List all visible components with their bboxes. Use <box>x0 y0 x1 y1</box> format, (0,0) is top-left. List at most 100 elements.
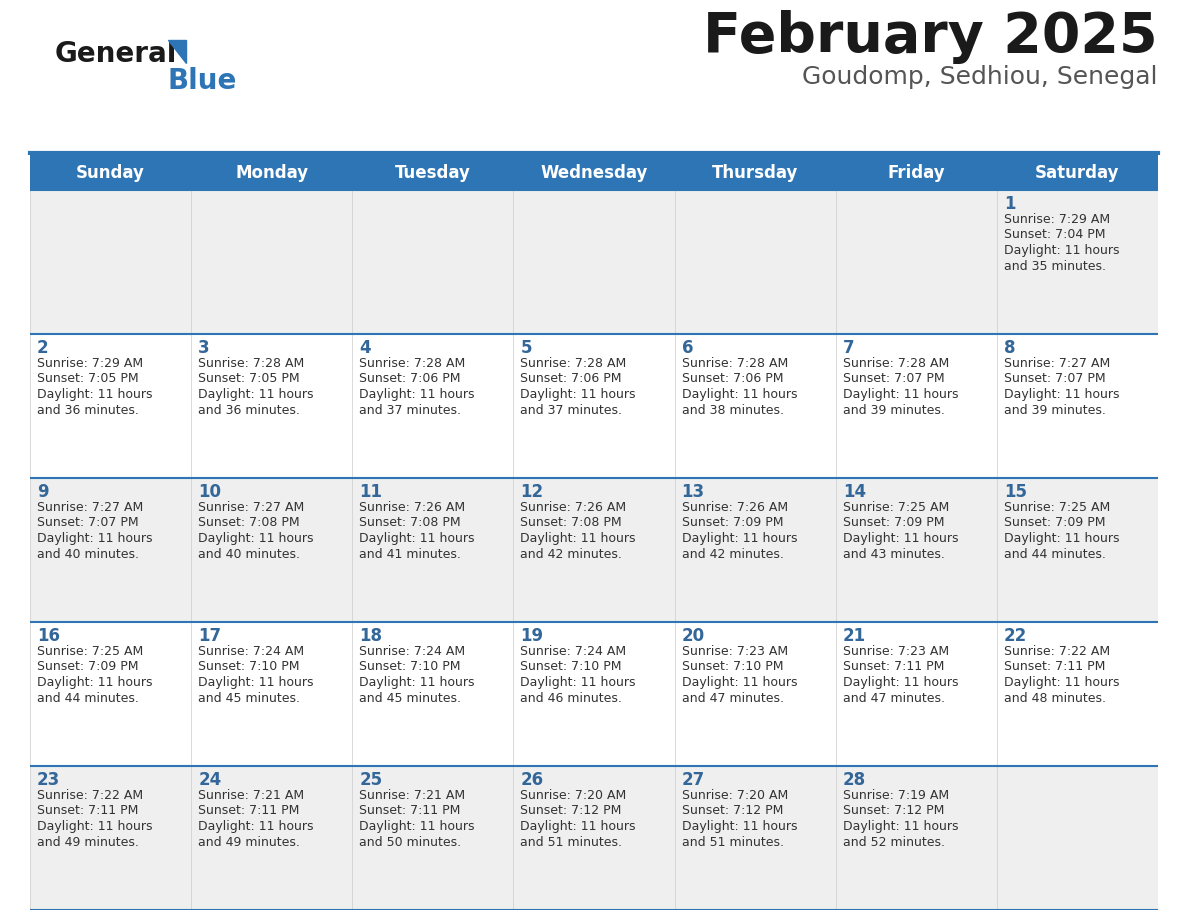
Text: Daylight: 11 hours: Daylight: 11 hours <box>37 532 152 545</box>
Text: Goudomp, Sedhiou, Senegal: Goudomp, Sedhiou, Senegal <box>803 65 1158 89</box>
Text: 20: 20 <box>682 627 704 645</box>
Text: Daylight: 11 hours: Daylight: 11 hours <box>198 676 314 689</box>
Text: and 49 minutes.: and 49 minutes. <box>198 835 301 848</box>
Text: Sunrise: 7:26 AM: Sunrise: 7:26 AM <box>359 501 466 514</box>
Text: Sunrise: 7:25 AM: Sunrise: 7:25 AM <box>37 645 144 658</box>
Text: and 45 minutes.: and 45 minutes. <box>359 691 461 704</box>
Bar <box>30 190 1158 334</box>
Text: Sunrise: 7:21 AM: Sunrise: 7:21 AM <box>359 789 466 802</box>
Text: February 2025: February 2025 <box>703 10 1158 64</box>
Text: Daylight: 11 hours: Daylight: 11 hours <box>520 820 636 833</box>
Text: Sunset: 7:09 PM: Sunset: 7:09 PM <box>682 517 783 530</box>
Text: and 44 minutes.: and 44 minutes. <box>1004 547 1106 561</box>
Text: 5: 5 <box>520 339 532 357</box>
Text: Daylight: 11 hours: Daylight: 11 hours <box>1004 532 1119 545</box>
Text: Daylight: 11 hours: Daylight: 11 hours <box>520 388 636 401</box>
Text: and 45 minutes.: and 45 minutes. <box>198 691 301 704</box>
Text: 23: 23 <box>37 771 61 789</box>
Text: Sunrise: 7:20 AM: Sunrise: 7:20 AM <box>682 789 788 802</box>
Text: and 49 minutes.: and 49 minutes. <box>37 835 139 848</box>
Text: Daylight: 11 hours: Daylight: 11 hours <box>520 532 636 545</box>
Text: Sunrise: 7:28 AM: Sunrise: 7:28 AM <box>842 357 949 370</box>
Text: Sunrise: 7:27 AM: Sunrise: 7:27 AM <box>1004 357 1110 370</box>
Text: Daylight: 11 hours: Daylight: 11 hours <box>682 532 797 545</box>
Text: Daylight: 11 hours: Daylight: 11 hours <box>198 820 314 833</box>
Text: and 46 minutes.: and 46 minutes. <box>520 691 623 704</box>
Text: Saturday: Saturday <box>1035 163 1119 182</box>
Text: Sunset: 7:12 PM: Sunset: 7:12 PM <box>842 804 944 818</box>
Text: Monday: Monday <box>235 163 308 182</box>
Text: Daylight: 11 hours: Daylight: 11 hours <box>1004 388 1119 401</box>
Text: 11: 11 <box>359 483 383 501</box>
Text: and 37 minutes.: and 37 minutes. <box>359 404 461 417</box>
Text: Sunrise: 7:26 AM: Sunrise: 7:26 AM <box>682 501 788 514</box>
Text: Sunset: 7:10 PM: Sunset: 7:10 PM <box>359 660 461 674</box>
Text: 27: 27 <box>682 771 704 789</box>
Text: Sunrise: 7:29 AM: Sunrise: 7:29 AM <box>37 357 143 370</box>
Text: 26: 26 <box>520 771 544 789</box>
Text: 17: 17 <box>198 627 221 645</box>
Text: 2: 2 <box>37 339 49 357</box>
Text: Sunset: 7:07 PM: Sunset: 7:07 PM <box>1004 373 1106 386</box>
Polygon shape <box>168 40 187 63</box>
Text: Daylight: 11 hours: Daylight: 11 hours <box>1004 244 1119 257</box>
Text: and 48 minutes.: and 48 minutes. <box>1004 691 1106 704</box>
Text: and 42 minutes.: and 42 minutes. <box>682 547 783 561</box>
Text: 4: 4 <box>359 339 371 357</box>
Text: Daylight: 11 hours: Daylight: 11 hours <box>359 676 475 689</box>
Text: and 42 minutes.: and 42 minutes. <box>520 547 623 561</box>
Text: 3: 3 <box>198 339 210 357</box>
Text: Sunset: 7:04 PM: Sunset: 7:04 PM <box>1004 229 1105 241</box>
Text: Sunset: 7:05 PM: Sunset: 7:05 PM <box>37 373 139 386</box>
Text: Sunrise: 7:29 AM: Sunrise: 7:29 AM <box>1004 213 1110 226</box>
Text: Thursday: Thursday <box>712 163 798 182</box>
Text: Daylight: 11 hours: Daylight: 11 hours <box>520 676 636 689</box>
Text: Sunset: 7:06 PM: Sunset: 7:06 PM <box>682 373 783 386</box>
Text: Sunset: 7:11 PM: Sunset: 7:11 PM <box>359 804 461 818</box>
Text: Sunset: 7:11 PM: Sunset: 7:11 PM <box>37 804 138 818</box>
Text: 16: 16 <box>37 627 61 645</box>
Bar <box>30 622 1158 766</box>
Text: Blue: Blue <box>168 67 238 95</box>
Text: and 36 minutes.: and 36 minutes. <box>37 404 139 417</box>
Text: Sunrise: 7:24 AM: Sunrise: 7:24 AM <box>520 645 626 658</box>
Text: 14: 14 <box>842 483 866 501</box>
Text: Daylight: 11 hours: Daylight: 11 hours <box>842 676 959 689</box>
Text: and 51 minutes.: and 51 minutes. <box>682 835 784 848</box>
Text: Sunrise: 7:28 AM: Sunrise: 7:28 AM <box>359 357 466 370</box>
Bar <box>30 766 1158 910</box>
Text: Sunset: 7:07 PM: Sunset: 7:07 PM <box>37 517 139 530</box>
Text: Sunset: 7:12 PM: Sunset: 7:12 PM <box>520 804 621 818</box>
Text: Friday: Friday <box>887 163 946 182</box>
Text: Daylight: 11 hours: Daylight: 11 hours <box>198 388 314 401</box>
Text: Sunrise: 7:25 AM: Sunrise: 7:25 AM <box>842 501 949 514</box>
Text: Sunset: 7:11 PM: Sunset: 7:11 PM <box>842 660 944 674</box>
Text: and 35 minutes.: and 35 minutes. <box>1004 260 1106 273</box>
Text: Sunset: 7:08 PM: Sunset: 7:08 PM <box>198 517 299 530</box>
Text: 18: 18 <box>359 627 383 645</box>
Text: 9: 9 <box>37 483 49 501</box>
Text: Sunrise: 7:23 AM: Sunrise: 7:23 AM <box>842 645 949 658</box>
Text: Sunrise: 7:21 AM: Sunrise: 7:21 AM <box>198 789 304 802</box>
Text: Sunrise: 7:20 AM: Sunrise: 7:20 AM <box>520 789 627 802</box>
Text: Sunrise: 7:25 AM: Sunrise: 7:25 AM <box>1004 501 1110 514</box>
Text: Daylight: 11 hours: Daylight: 11 hours <box>198 532 314 545</box>
Text: 1: 1 <box>1004 195 1016 213</box>
Text: and 47 minutes.: and 47 minutes. <box>842 691 944 704</box>
Text: and 40 minutes.: and 40 minutes. <box>198 547 301 561</box>
Text: Wednesday: Wednesday <box>541 163 647 182</box>
Text: Daylight: 11 hours: Daylight: 11 hours <box>1004 676 1119 689</box>
Text: Sunday: Sunday <box>76 163 145 182</box>
Text: Sunset: 7:08 PM: Sunset: 7:08 PM <box>359 517 461 530</box>
Text: Sunset: 7:11 PM: Sunset: 7:11 PM <box>1004 660 1105 674</box>
Text: Sunrise: 7:27 AM: Sunrise: 7:27 AM <box>198 501 304 514</box>
Text: and 44 minutes.: and 44 minutes. <box>37 691 139 704</box>
Text: 22: 22 <box>1004 627 1028 645</box>
Text: and 40 minutes.: and 40 minutes. <box>37 547 139 561</box>
Text: Sunrise: 7:22 AM: Sunrise: 7:22 AM <box>1004 645 1110 658</box>
Text: Daylight: 11 hours: Daylight: 11 hours <box>37 388 152 401</box>
Text: Daylight: 11 hours: Daylight: 11 hours <box>682 820 797 833</box>
Text: and 39 minutes.: and 39 minutes. <box>842 404 944 417</box>
Text: Sunrise: 7:27 AM: Sunrise: 7:27 AM <box>37 501 144 514</box>
Bar <box>30 334 1158 478</box>
